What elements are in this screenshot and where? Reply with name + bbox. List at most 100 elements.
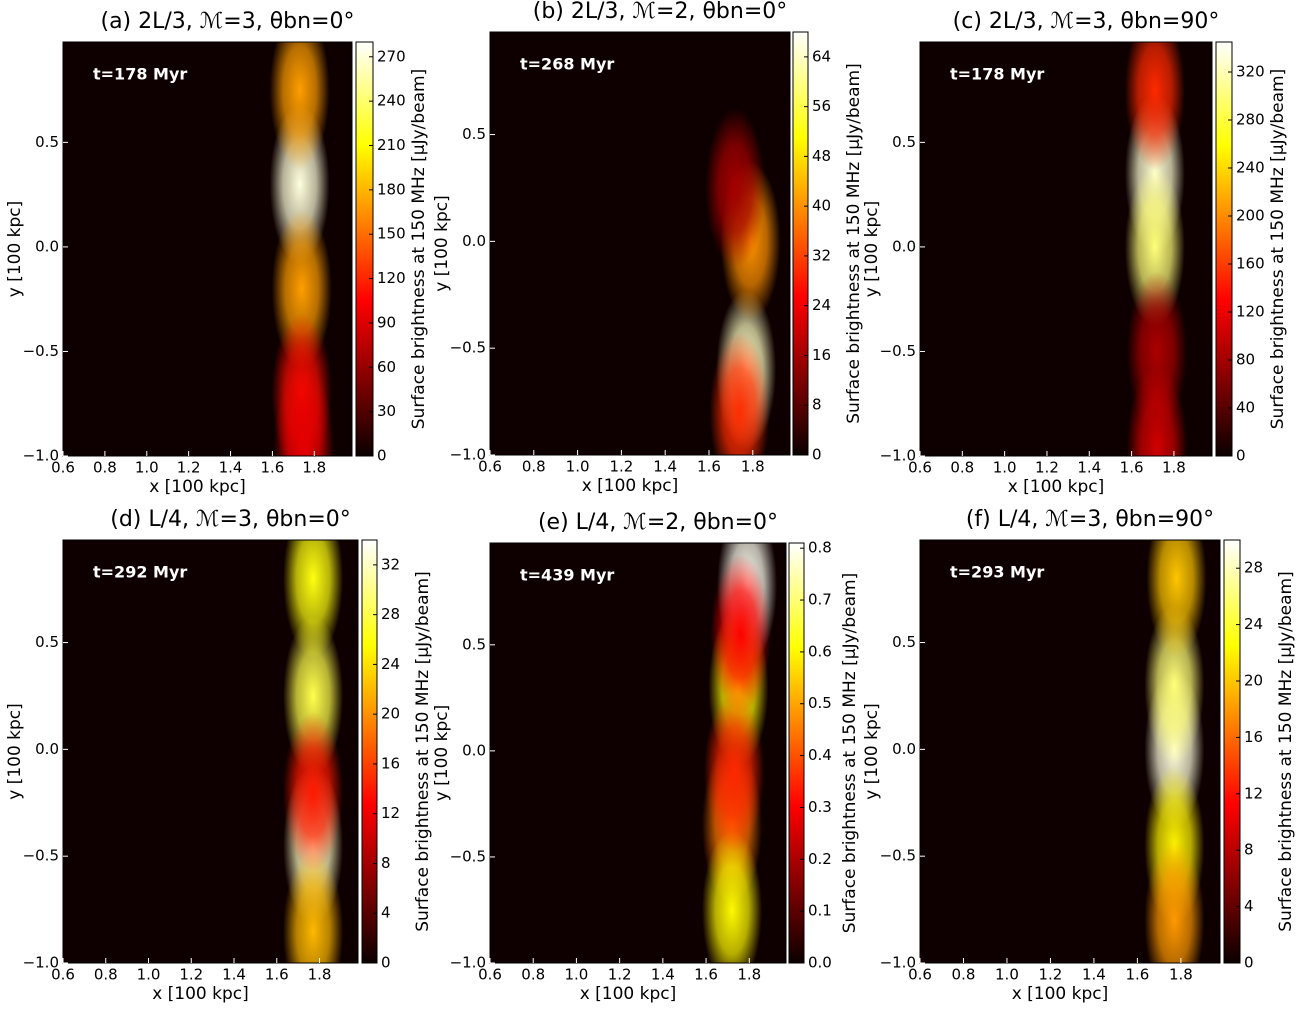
y-tick-label: 0.0 xyxy=(462,741,486,759)
x-tick-label: 1.0 xyxy=(135,459,159,477)
x-axis-label: x [100 kpc] xyxy=(1012,984,1109,1004)
colorbar-tick-label: 8 xyxy=(381,854,391,872)
colorbar-tick-label: 56 xyxy=(812,97,831,115)
y-axis-label: y [100 kpc] xyxy=(5,201,25,298)
x-tick-label: 1.8 xyxy=(1169,966,1193,984)
colorbar-tick-label: 4 xyxy=(1244,897,1254,915)
plot-frame xyxy=(489,31,791,456)
y-tick-label: −1.0 xyxy=(450,446,486,464)
colorbar-tick-label: 16 xyxy=(812,346,831,364)
y-tick-label: 0.5 xyxy=(892,133,916,151)
colorbar-tick-label: 210 xyxy=(377,136,406,154)
colorbar-tick-label: 320 xyxy=(1236,63,1265,81)
x-tick-label: 0.6 xyxy=(908,966,932,984)
x-tick-label: 1.2 xyxy=(179,966,203,984)
y-tick-label: −0.5 xyxy=(880,847,916,865)
x-axis-label: x [100 kpc] xyxy=(582,476,679,496)
x-tick-label: 0.6 xyxy=(51,966,75,984)
y-tick-label: 0.0 xyxy=(892,740,916,758)
x-tick-label: 1.8 xyxy=(308,966,332,984)
colorbar-tick-label: 40 xyxy=(1236,399,1255,417)
annotation: t=178 Myr xyxy=(950,65,1044,84)
x-tick-label: 1.4 xyxy=(1077,459,1101,477)
x-tick-label: 1.2 xyxy=(177,459,201,477)
colorbar-tick-label: 12 xyxy=(1244,784,1263,802)
x-tick-label: 0.8 xyxy=(950,459,974,477)
colorbar-tick-label: 64 xyxy=(812,47,831,65)
emission-peak xyxy=(704,692,765,853)
annotation: t=293 Myr xyxy=(950,563,1044,582)
colorbar xyxy=(788,542,805,964)
y-tick-label: −0.5 xyxy=(450,339,486,357)
colorbar-tick-label: 28 xyxy=(381,605,400,623)
emission-peak xyxy=(701,829,762,963)
y-tick-label: −1.0 xyxy=(880,954,916,972)
y-tick-label: −1.0 xyxy=(23,447,59,465)
colorbar-tick-label: 20 xyxy=(1244,672,1263,690)
colorbar-tick-label: 8 xyxy=(812,396,822,414)
colorbar xyxy=(1215,41,1233,457)
x-axis-label: x [100 kpc] xyxy=(580,984,677,1004)
colorbar-tick-label: 0 xyxy=(381,954,391,972)
x-tick-label: 1.0 xyxy=(137,966,161,984)
x-tick-label: 1.8 xyxy=(302,459,326,477)
heatmap-layer xyxy=(1144,540,1207,963)
colorbar-tick-label: 0.7 xyxy=(808,591,832,609)
heatmap-layer xyxy=(1124,42,1187,456)
colorbar-tick-label: 0.2 xyxy=(808,850,832,868)
y-tick-label: −0.5 xyxy=(450,847,486,865)
heatmap-layer xyxy=(705,107,781,455)
x-tick-label: 1.2 xyxy=(608,966,632,984)
x-tick-label: 1.4 xyxy=(1082,966,1106,984)
annotation: t=268 Myr xyxy=(520,55,614,74)
y-tick-label: 0.5 xyxy=(462,125,486,143)
x-tick-label: 0.8 xyxy=(94,966,118,984)
x-tick-label: 1.0 xyxy=(564,966,588,984)
y-tick-label: 0.5 xyxy=(35,633,59,651)
y-tick-label: −0.5 xyxy=(23,342,59,360)
chart-title: (c) 2L/3, ℳ=3, θbn=90° xyxy=(953,9,1220,34)
x-tick-label: 1.8 xyxy=(1162,459,1186,477)
colorbar-tick-label: 48 xyxy=(812,147,831,165)
x-tick-label: 1.4 xyxy=(651,966,675,984)
colorbar-tick-label: 150 xyxy=(377,225,406,243)
emission-peak xyxy=(1146,540,1207,659)
x-tick-label: 1.6 xyxy=(694,966,718,984)
y-axis-label: y [100 kpc] xyxy=(5,703,25,800)
colorbar-tick-label: 180 xyxy=(377,180,406,198)
colorbar-tick-label: 0 xyxy=(377,447,387,465)
emission-peak xyxy=(705,107,766,268)
colorbar xyxy=(1223,539,1241,964)
colorbar-tick-label: 80 xyxy=(1236,351,1255,369)
plot-frame xyxy=(62,41,353,457)
emission-peak xyxy=(283,540,344,659)
plot-frame xyxy=(62,539,359,964)
y-tick-label: 0.0 xyxy=(35,740,59,758)
colorbar-tick-label: 240 xyxy=(1236,159,1265,177)
colorbar-tick-label: 0.0 xyxy=(808,954,832,972)
colorbar-tick-label: 20 xyxy=(381,705,400,723)
x-tick-label: 1.4 xyxy=(222,966,246,984)
colorbar-tick-label: 32 xyxy=(812,246,831,264)
colorbar-label: Surface brightness at 150 MHz [μJy/beam] xyxy=(409,69,429,429)
x-tick-label: 0.8 xyxy=(521,966,545,984)
plot-frame xyxy=(919,41,1213,457)
colorbar-tick-label: 16 xyxy=(381,754,400,772)
x-tick-label: 1.4 xyxy=(219,459,243,477)
colorbar xyxy=(355,41,374,457)
colorbar-label: Surface brightness at 150 MHz [μJy/beam] xyxy=(413,571,433,931)
colorbar xyxy=(792,31,809,456)
x-tick-label: 1.4 xyxy=(653,458,677,476)
colorbar-tick-label: 280 xyxy=(1236,111,1265,129)
colorbar-tick-label: 24 xyxy=(381,655,400,673)
emission-peak xyxy=(273,365,334,456)
colorbar-tick-label: 120 xyxy=(377,269,406,287)
x-tick-label: 1.2 xyxy=(609,458,633,476)
y-tick-label: 0.0 xyxy=(892,237,916,255)
x-tick-label: 0.6 xyxy=(478,966,502,984)
y-tick-label: −1.0 xyxy=(23,954,59,972)
x-tick-label: 0.8 xyxy=(522,458,546,476)
colorbar-tick-label: 4 xyxy=(381,904,391,922)
